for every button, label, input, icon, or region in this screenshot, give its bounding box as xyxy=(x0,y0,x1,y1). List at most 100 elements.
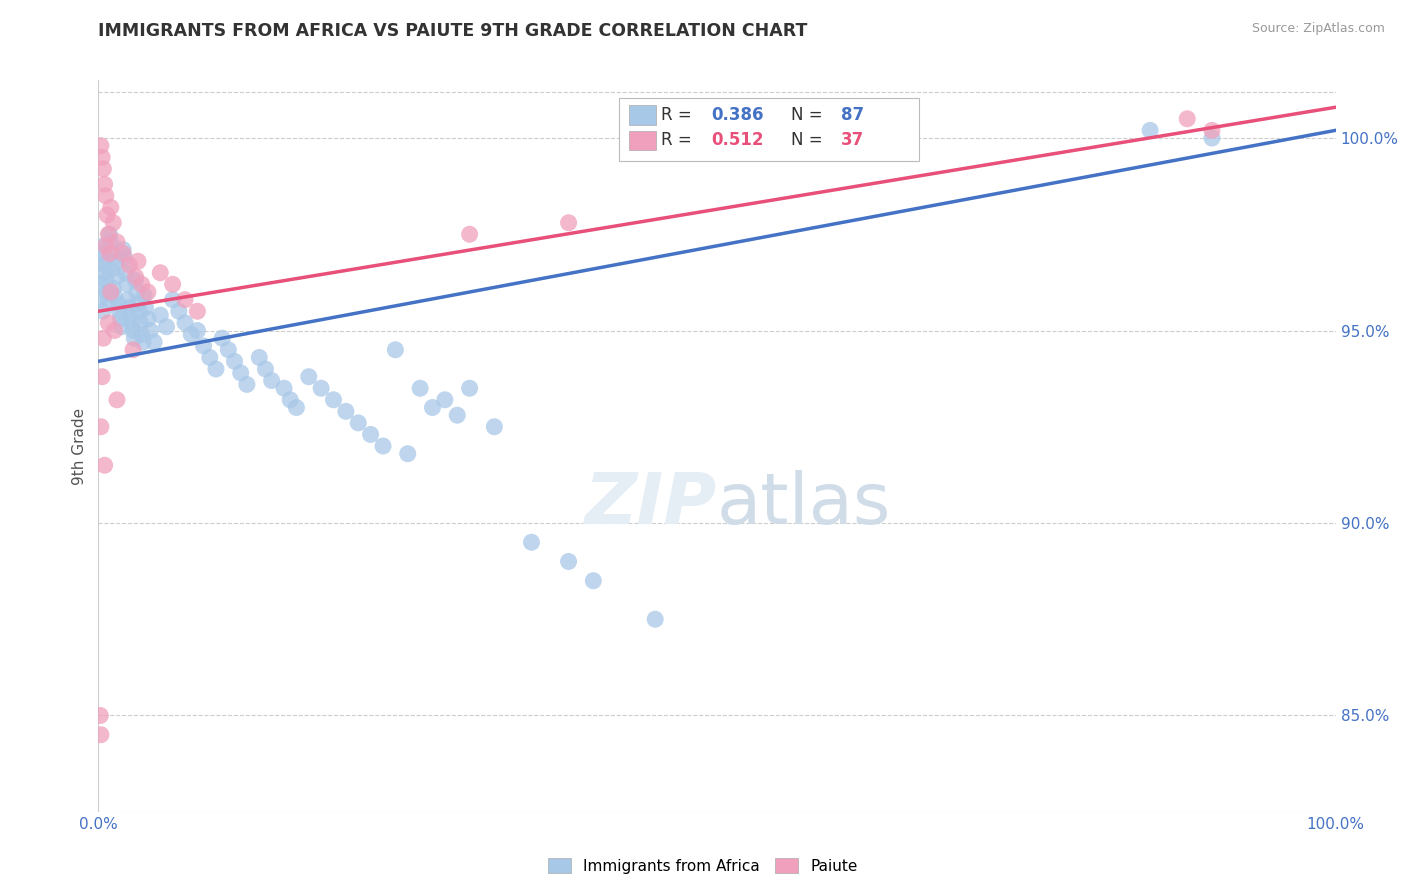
Point xyxy=(484,419,506,434)
Text: 37: 37 xyxy=(841,131,865,149)
Point xyxy=(120,308,142,322)
FancyBboxPatch shape xyxy=(630,105,657,125)
Point xyxy=(134,289,156,303)
Point xyxy=(211,331,233,345)
Point xyxy=(1201,131,1223,145)
Point xyxy=(115,277,138,292)
Point xyxy=(127,296,149,310)
Point xyxy=(90,728,112,742)
Point xyxy=(162,293,184,307)
Point xyxy=(149,308,172,322)
Point xyxy=(298,369,321,384)
Point xyxy=(162,277,184,292)
Point xyxy=(167,304,190,318)
Point xyxy=(205,362,228,376)
Point xyxy=(100,235,122,249)
Point xyxy=(143,334,166,349)
Point xyxy=(149,266,172,280)
Point xyxy=(101,261,124,276)
Point xyxy=(112,246,135,260)
Point xyxy=(254,362,277,376)
Point xyxy=(90,246,112,260)
Point xyxy=(91,150,114,164)
Point xyxy=(285,401,308,415)
Point xyxy=(446,408,468,422)
Legend: Immigrants from Africa, Paiute: Immigrants from Africa, Paiute xyxy=(543,852,863,880)
Point xyxy=(97,293,120,307)
Point xyxy=(122,343,145,357)
Point xyxy=(309,381,332,395)
Point xyxy=(193,339,215,353)
Point xyxy=(134,301,156,315)
Point xyxy=(409,381,432,395)
Point xyxy=(96,285,118,299)
Point xyxy=(557,216,579,230)
Text: R =: R = xyxy=(661,131,697,149)
Text: atlas: atlas xyxy=(717,470,891,539)
Point xyxy=(112,251,135,265)
Point xyxy=(1139,123,1161,137)
Point xyxy=(89,708,111,723)
Point xyxy=(131,277,153,292)
Point xyxy=(124,331,146,345)
Point xyxy=(278,392,301,407)
Point xyxy=(644,612,666,626)
Point xyxy=(224,354,246,368)
Point xyxy=(112,243,135,257)
Point xyxy=(1175,112,1198,126)
Point xyxy=(94,188,117,202)
Point xyxy=(103,281,125,295)
Point xyxy=(174,316,197,330)
Point xyxy=(100,285,122,299)
Point xyxy=(90,277,112,292)
Text: 0.512: 0.512 xyxy=(711,131,763,149)
Point xyxy=(93,178,115,192)
Point xyxy=(422,401,444,415)
Point xyxy=(104,254,127,268)
Point xyxy=(114,266,136,280)
Point xyxy=(105,392,128,407)
Point xyxy=(322,392,344,407)
Point xyxy=(91,369,114,384)
Point xyxy=(180,327,202,342)
Text: N =: N = xyxy=(792,131,828,149)
Point xyxy=(229,366,252,380)
Point xyxy=(122,324,145,338)
Point xyxy=(100,246,122,260)
Text: 87: 87 xyxy=(841,105,863,124)
Text: Source: ZipAtlas.com: Source: ZipAtlas.com xyxy=(1251,22,1385,36)
Point xyxy=(110,312,132,326)
Point xyxy=(90,419,112,434)
Point xyxy=(108,304,131,318)
Point xyxy=(103,324,125,338)
Point xyxy=(118,301,141,315)
Point xyxy=(107,296,129,310)
Point xyxy=(136,312,159,326)
Point xyxy=(96,208,118,222)
Point xyxy=(186,324,208,338)
Point xyxy=(94,273,117,287)
Point xyxy=(105,235,128,249)
Point xyxy=(105,269,128,284)
Point xyxy=(1201,123,1223,137)
Point xyxy=(396,447,419,461)
Point xyxy=(155,319,177,334)
Point xyxy=(131,327,153,342)
Point xyxy=(129,316,152,330)
Point xyxy=(91,304,114,318)
Point xyxy=(124,269,146,284)
Point xyxy=(136,285,159,299)
Point xyxy=(94,239,117,253)
Y-axis label: 9th Grade: 9th Grade xyxy=(72,408,87,484)
Point xyxy=(128,304,150,318)
Point xyxy=(93,258,115,272)
Point xyxy=(186,304,208,318)
Point xyxy=(93,331,115,345)
Point xyxy=(93,239,115,253)
Point xyxy=(260,374,283,388)
Point xyxy=(124,273,146,287)
Point xyxy=(335,404,357,418)
Point xyxy=(121,316,143,330)
Point xyxy=(132,334,155,349)
Point xyxy=(97,316,120,330)
